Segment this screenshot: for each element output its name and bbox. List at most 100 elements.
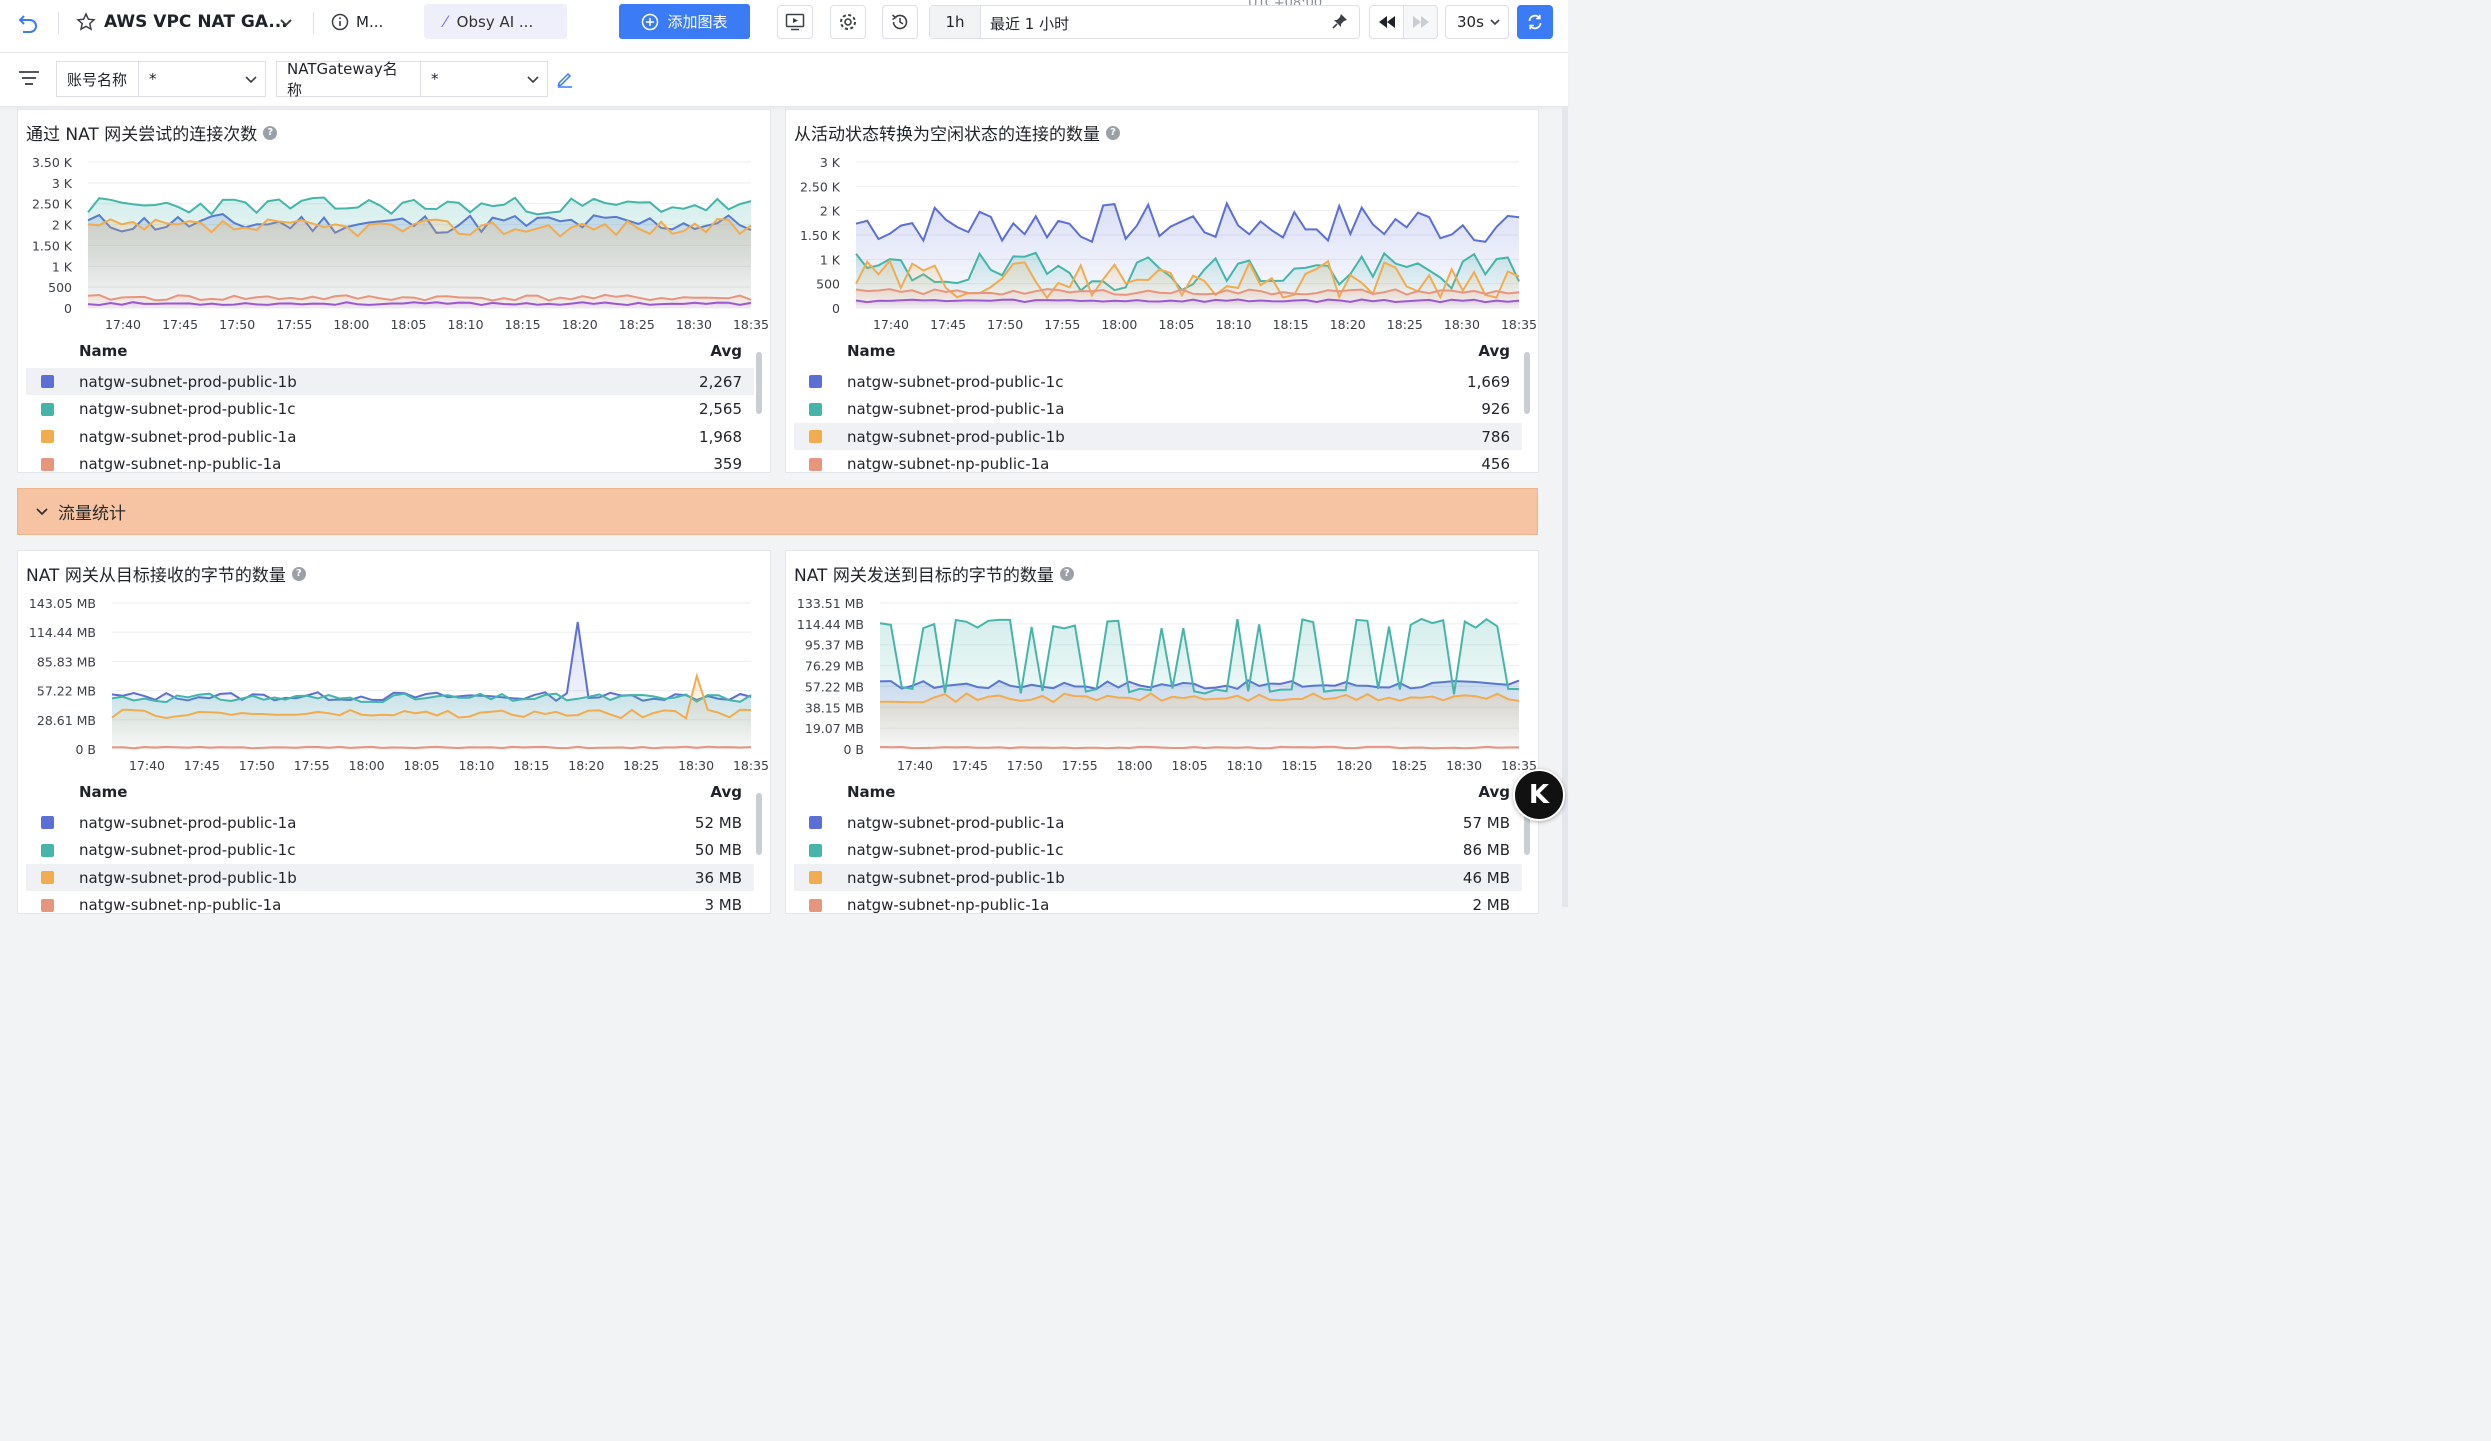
series-line[interactable] xyxy=(855,288,1520,296)
history-button[interactable] xyxy=(882,5,918,39)
account-filter-select[interactable]: * xyxy=(138,61,266,97)
legend-swatch xyxy=(41,430,54,443)
assistant-avatar[interactable]: K xyxy=(1513,769,1565,821)
time-forward-button[interactable] xyxy=(1403,5,1438,39)
time-range-picker[interactable]: 1h 最近 1 小时 xyxy=(929,5,1360,39)
legend-header-avg[interactable]: Avg xyxy=(710,783,742,801)
series-area xyxy=(880,693,1519,749)
panel-connection-attempts: 通过 NAT 网关尝试的连接次数? 3.50 K 3 K 2.50 K 2 K 1.50… xyxy=(17,109,771,473)
legend-scrollbar[interactable] xyxy=(1524,352,1530,414)
settings-button[interactable] xyxy=(830,5,866,39)
panel-title: 从活动状态转换为空闲状态的连接的数量 xyxy=(794,125,1100,145)
legend-header-name[interactable]: Name xyxy=(79,342,128,360)
legend-row[interactable]: natgw-subnet-prod-public-1b 36 MB xyxy=(26,864,754,891)
series-line[interactable] xyxy=(111,692,752,704)
series-line[interactable] xyxy=(87,301,752,307)
legend-header-avg[interactable]: Avg xyxy=(1478,783,1510,801)
y-tick-label: 1.50 K xyxy=(800,228,841,243)
legend-header-name[interactable]: Name xyxy=(847,783,896,801)
series-line[interactable] xyxy=(87,293,752,302)
legend-row[interactable]: natgw-subnet-prod-public-1c 50 MB xyxy=(26,837,754,864)
legend-row[interactable]: natgw-subnet-prod-public-1b 46 MB xyxy=(794,864,1522,891)
help-icon[interactable]: ? xyxy=(291,566,306,581)
series-line[interactable] xyxy=(855,298,1520,304)
legend-row[interactable]: natgw-subnet-np-public-1a 456 xyxy=(794,451,1522,472)
legend-row[interactable]: natgw-subnet-np-public-1a 3 MB xyxy=(26,892,754,913)
x-tick-label: 18:10 xyxy=(1226,758,1262,773)
chevron-down-icon xyxy=(527,76,539,84)
y-tick-label: 1 K xyxy=(52,259,73,274)
legend-row[interactable]: natgw-subnet-np-public-1a 359 xyxy=(26,451,754,472)
natgw-filter-select[interactable]: * xyxy=(420,61,548,97)
series-line[interactable] xyxy=(87,196,752,216)
legend-row[interactable]: natgw-subnet-prod-public-1c 86 MB xyxy=(794,837,1522,864)
add-chart-label: 添加图表 xyxy=(667,13,728,31)
help-icon[interactable]: ? xyxy=(263,125,278,140)
obsy-ai-button[interactable]: ⁄ Obsy AI ... xyxy=(424,4,567,39)
legend-scrollbar[interactable] xyxy=(756,793,762,855)
legend-row[interactable]: natgw-subnet-prod-public-1c 1,669 xyxy=(794,368,1522,395)
series-line[interactable] xyxy=(855,200,1520,244)
panel-title: 通过 NAT 网关尝试的连接次数 xyxy=(26,125,258,145)
legend-swatch xyxy=(809,816,822,829)
legend-scrollbar[interactable] xyxy=(1524,793,1530,855)
legend-header-avg[interactable]: Avg xyxy=(1478,342,1510,360)
legend-table: Name Avg natgw-subnet-prod-public-1c 1,669 n… xyxy=(794,342,1530,472)
x-tick-label: 18:05 xyxy=(1158,317,1194,332)
series-line[interactable] xyxy=(879,617,1520,695)
series-line[interactable] xyxy=(111,672,752,720)
legend-header-name[interactable]: Name xyxy=(79,783,128,801)
legend-header-avg[interactable]: Avg xyxy=(710,342,742,360)
legend-series-name: natgw-subnet-prod-public-1a xyxy=(847,813,1065,832)
info-label[interactable]: M... xyxy=(356,13,384,31)
legend-scrollbar[interactable] xyxy=(756,352,762,414)
filter-icon[interactable] xyxy=(18,70,40,88)
refresh-icon xyxy=(1528,14,1542,30)
legend-row[interactable]: natgw-subnet-prod-public-1a 1,968 xyxy=(26,423,754,450)
page-scrollbar[interactable] xyxy=(1562,106,1568,907)
section-header-traffic[interactable]: 流量统计 xyxy=(17,488,1538,535)
refresh-interval-select[interactable]: 30s xyxy=(1445,5,1509,39)
help-icon[interactable]: ? xyxy=(1106,125,1120,140)
series-line[interactable] xyxy=(879,745,1519,750)
legend-row[interactable]: natgw-subnet-prod-public-1b 2,267 xyxy=(26,368,754,395)
refresh-button[interactable] xyxy=(1517,5,1553,39)
time-back-button[interactable] xyxy=(1369,5,1404,39)
x-tick-label: 18:30 xyxy=(1444,317,1480,332)
series-line[interactable] xyxy=(87,217,752,238)
add-chart-button[interactable]: 添加图表 xyxy=(619,4,750,39)
panel-title: NAT 网关从目标接收的字节的数量 xyxy=(26,566,286,586)
legend-row[interactable]: natgw-subnet-prod-public-1a 926 xyxy=(794,396,1522,423)
legend-swatch xyxy=(809,430,822,443)
legend-row[interactable]: natgw-subnet-np-public-1a 2 MB xyxy=(794,892,1522,913)
legend-row[interactable]: natgw-subnet-prod-public-1a 52 MB xyxy=(26,809,754,836)
series-line[interactable] xyxy=(111,745,752,750)
back-icon[interactable] xyxy=(14,10,42,36)
legend-swatch xyxy=(809,898,822,912)
legend-row[interactable]: natgw-subnet-prod-public-1a 57 MB xyxy=(794,809,1522,836)
y-tick-label: 2.50 K xyxy=(32,197,73,212)
legend-row[interactable]: natgw-subnet-prod-public-1c 2,565 xyxy=(26,396,754,423)
series-line[interactable] xyxy=(879,692,1520,704)
legend-swatch xyxy=(41,457,54,471)
x-tick-label: 18:00 xyxy=(1101,317,1137,332)
legend-header-name[interactable]: Name xyxy=(847,342,896,360)
edit-icon[interactable] xyxy=(556,70,576,90)
tv-mode-button[interactable] xyxy=(777,5,813,39)
y-tick-label: 500 xyxy=(48,280,72,295)
y-tick-label: 133.51 MB xyxy=(797,596,864,611)
legend-swatch xyxy=(41,402,54,416)
top-toolbar: AWS VPC NAT GA... M... ⁄ Obsy AI ... 添加图… xyxy=(0,0,1568,53)
line-chart: 143.05 MB 114.44 MB 85.83 MB 57.22 MB 28.61 … xyxy=(29,596,769,773)
chevron-down-icon[interactable] xyxy=(276,12,296,34)
y-tick-label: 38.15 MB xyxy=(805,700,864,715)
legend-swatch xyxy=(809,375,822,388)
dashboard-title[interactable]: AWS VPC NAT GA... xyxy=(104,12,288,32)
pin-icon[interactable] xyxy=(1331,12,1351,32)
star-icon[interactable] xyxy=(74,10,98,34)
help-icon[interactable]: ? xyxy=(1059,566,1074,581)
legend-series-name: natgw-subnet-prod-public-1c xyxy=(79,841,296,859)
info-icon[interactable] xyxy=(329,11,351,33)
section-title: 流量统计 xyxy=(58,504,126,524)
legend-row[interactable]: natgw-subnet-prod-public-1b 786 xyxy=(794,423,1522,450)
